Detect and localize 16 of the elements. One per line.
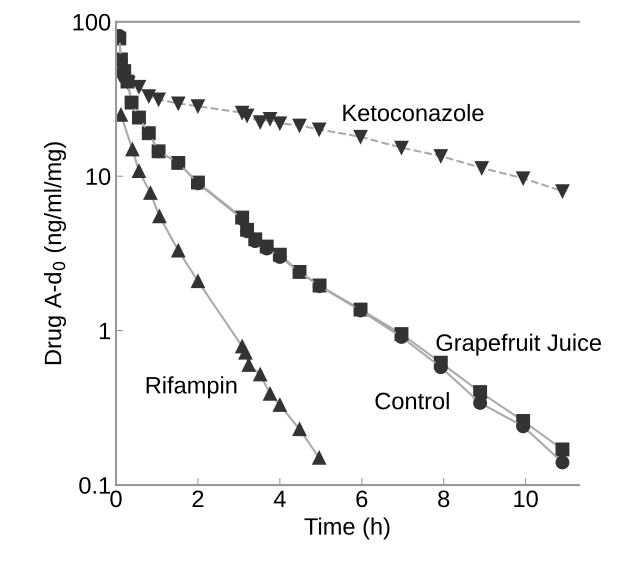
- x-tick-label: 2: [192, 490, 204, 507]
- x-tick-label: 10: [514, 490, 538, 508]
- series-label: Rifampin: [146, 376, 236, 398]
- y-axis-title: Drug A-d$_{0}$ (ng/ml/mg): [44, 142, 66, 364]
- x-tick-label: 6: [356, 490, 368, 508]
- y-tick-label: 10: [86, 168, 110, 186]
- y-tick-label: 0.1: [79, 477, 110, 494]
- series-label: Ketoconazole: [343, 104, 484, 122]
- y-tick-label: 100: [74, 14, 110, 31]
- x-tick-label: 0: [110, 490, 122, 508]
- y-tick-label: 1: [100, 322, 110, 340]
- x-tick-label: 4: [274, 490, 286, 507]
- x-axis-title: Time (h): [304, 517, 390, 540]
- series-label: Grapefruit Juice: [436, 334, 601, 356]
- series-label: Control: [375, 392, 449, 410]
- x-tick-label: 8: [438, 490, 450, 508]
